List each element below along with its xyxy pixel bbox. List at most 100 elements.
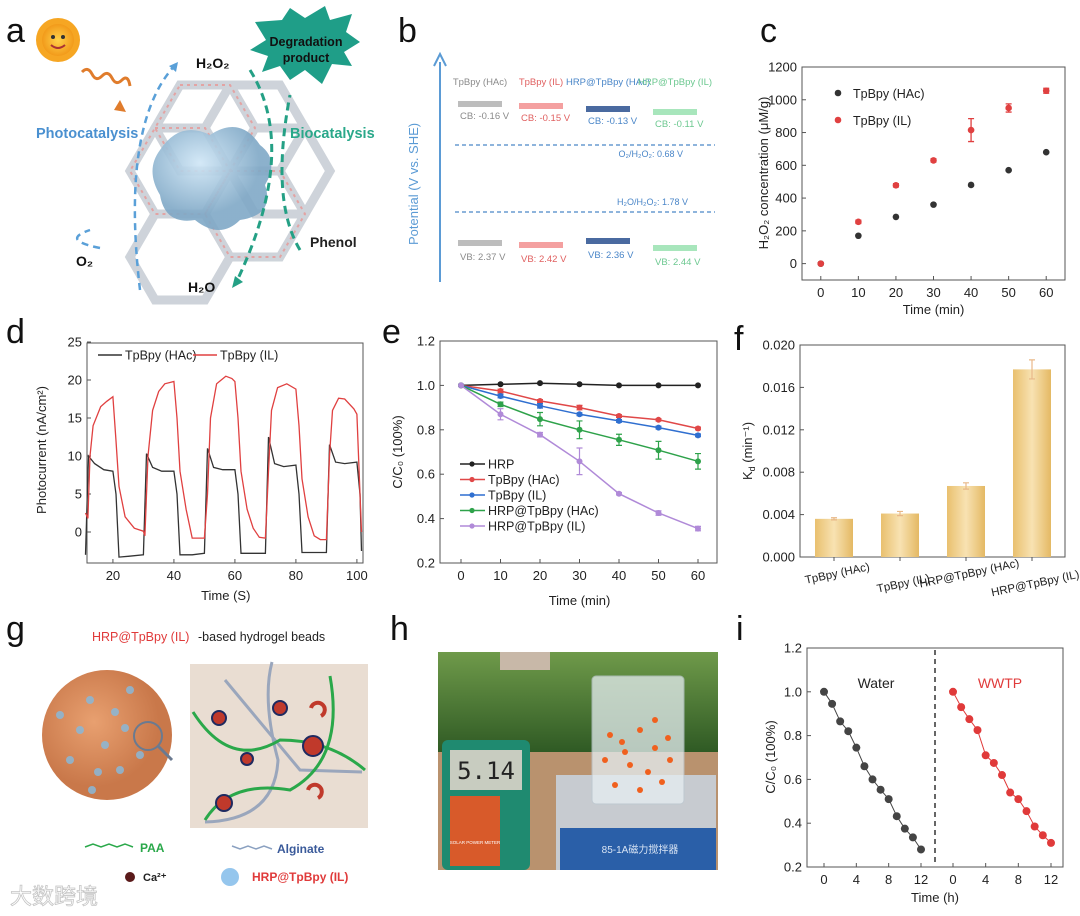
data-point [1042, 87, 1050, 95]
x-tick-label: 50 [651, 568, 665, 583]
plot-frame [439, 340, 718, 564]
o2-label: O₂ [76, 253, 93, 269]
o2-h2o2-label: O₂/H₂O₂: 0.68 V [618, 149, 683, 159]
x-tick-label: 12 [1044, 872, 1058, 887]
x-tick-label: 0 [817, 285, 824, 300]
data-point [616, 490, 622, 497]
panel-b: b Potential (V vs. SHE) O₂/H₂O₂: 0.68 V … [398, 12, 715, 282]
cb-level-bar [653, 109, 697, 115]
hydrogel-title: -based hydrogel beads [198, 630, 325, 644]
x-tick-label: 80 [289, 568, 303, 583]
panel-label-h: h [390, 610, 409, 648]
data-point [458, 382, 464, 389]
series-line [952, 691, 1052, 844]
x-tick-label: 4 [982, 872, 989, 887]
y-tick-label: 400 [775, 191, 797, 206]
chart-phenol-degradation: 0.2 0.4 0.6 0.8 1.0 1.2 0 10 20 30 40 50 60 C/C₀ (100… [390, 334, 718, 608]
plot-frame [801, 66, 1066, 281]
y-tick-label: 0.2 [417, 556, 435, 571]
y-tick-label: 0.012 [762, 422, 795, 437]
data-point [616, 413, 622, 420]
x-tick-label: 60 [1039, 285, 1053, 300]
series-label: WWTP [978, 675, 1022, 691]
data-point [497, 401, 504, 408]
series-label: Water [858, 675, 895, 691]
beaker [591, 675, 685, 805]
y-tick-label: 0.004 [762, 507, 795, 522]
y-tick-label: 0.4 [417, 511, 435, 526]
y-tick-label: 0.016 [762, 380, 795, 395]
x-tick-label: 0 [457, 568, 464, 583]
meter-brand: SOLAR POWER METER [450, 840, 501, 845]
legend-marker [469, 492, 475, 498]
data-point [967, 126, 975, 134]
series-line [84, 375, 363, 541]
data-point [497, 381, 504, 388]
cb-value: CB: -0.11 V [655, 119, 704, 130]
y-tick-label: 15 [68, 411, 82, 426]
vb-value: VB: 2.36 V [588, 250, 634, 261]
material-header: HRP@TpBpy (IL) [638, 77, 712, 88]
material-header: TpBpy (IL) [519, 77, 563, 88]
x-axis-label: Time (min) [903, 302, 965, 317]
y-tick-label: 0.008 [762, 465, 795, 480]
alginate-label: Alginate [277, 842, 325, 856]
data-point [967, 181, 975, 189]
bar [815, 518, 853, 557]
y-tick-label: 10 [68, 449, 82, 464]
data-point [655, 510, 662, 517]
data-point [1042, 148, 1050, 156]
plot-frame [806, 647, 1064, 868]
cb-level-bar [458, 101, 502, 107]
cb-level-bar [519, 103, 563, 109]
x-tick-label: 100 [346, 568, 368, 583]
magnifier-icon [133, 721, 163, 751]
y-axis-label: H₂O₂ concentration (μM/g) [756, 97, 771, 250]
y-axis-label: C/C₀ (100%) [763, 720, 778, 793]
data-point [1005, 104, 1012, 112]
data-point [820, 687, 828, 696]
calcium-icon [125, 872, 135, 882]
error-bar [963, 482, 969, 490]
data-point [655, 382, 662, 389]
y-tick-label: 600 [775, 158, 797, 173]
x-tick-label: 60 [691, 568, 705, 583]
x-tick-label: 60 [228, 568, 242, 583]
legend-label: TpBpy (HAc) [488, 473, 560, 487]
cb-value: CB: -0.13 V [588, 116, 638, 127]
y-tick-label: 200 [775, 223, 797, 238]
x-tick-label: 8 [1015, 872, 1022, 887]
hydrogel-network-illustration [190, 661, 368, 828]
panel-label-d: d [6, 313, 25, 351]
data-point [973, 726, 982, 735]
data-point [917, 845, 925, 854]
chart-h2o2-production: 0 200 400 600 800 1000 1200 0 10 20 30 40 50 60 H₂O₂ c… [756, 60, 1066, 317]
material-header: HRP@TpBpy (HAc) [566, 77, 650, 88]
data-point [949, 687, 957, 696]
series-line [84, 436, 363, 558]
legend-marker [469, 461, 475, 467]
data-point [616, 382, 622, 389]
legend-label: HRP@TpBpy (IL) [488, 520, 585, 534]
potential-axis-label: Potential (V vs. SHE) [406, 123, 421, 245]
data-point [817, 260, 825, 267]
data-point [655, 424, 662, 431]
data-point [695, 432, 701, 439]
cb-level-bar [586, 106, 630, 112]
data-point [576, 458, 583, 465]
data-point [1030, 822, 1039, 831]
panel-label-b: b [398, 12, 417, 50]
y-tick-label: 0.020 [762, 338, 795, 353]
data-point [616, 417, 622, 424]
plot-frame [86, 342, 364, 564]
x-tick-label: 50 [1001, 285, 1015, 300]
degradation-burst [250, 6, 360, 84]
data-point [844, 727, 853, 736]
legend-label: TpBpy (HAc) [125, 349, 197, 363]
hrp-tpbpy-label: HRP@TpBpy (IL) [252, 870, 348, 884]
data-point [497, 411, 504, 418]
x-axis-label: Time (S) [201, 588, 250, 603]
x-tick-label: 40 [964, 285, 978, 300]
legend-marker [469, 523, 475, 529]
vb-value: VB: 2.37 V [460, 252, 506, 263]
